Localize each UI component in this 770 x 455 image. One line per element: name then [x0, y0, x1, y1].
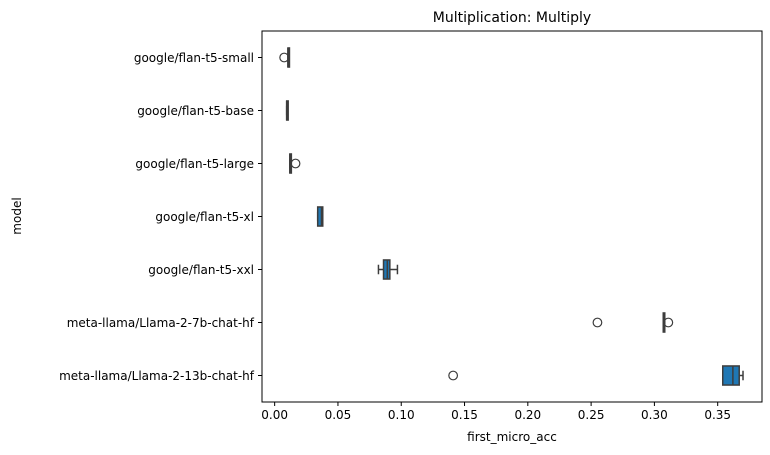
outlier-point	[663, 317, 674, 328]
x-tick-label: 0.00	[261, 408, 288, 422]
y-tick-label: google/flan-t5-base	[137, 104, 254, 118]
outlier-point	[279, 52, 290, 63]
x-tick-label: 0.30	[641, 408, 668, 422]
plot-frame	[261, 30, 763, 403]
x-tick-label: 0.20	[514, 408, 541, 422]
x-tick-label: 0.35	[704, 408, 731, 422]
chart-title: Multiplication: Multiply	[433, 10, 591, 26]
x-axis-label: first_micro_acc	[467, 430, 557, 444]
x-tick-label: 0.10	[388, 408, 415, 422]
y-axis-label: model	[10, 197, 24, 234]
box	[722, 365, 740, 386]
outlier-point	[448, 370, 459, 381]
x-tick-label: 0.25	[578, 408, 605, 422]
y-tick-label: google/flan-t5-xl	[155, 210, 254, 224]
plot-area: google/flan-t5-small google/flan-t5-base g…	[59, 30, 763, 422]
outlier-point	[592, 317, 603, 328]
y-tick-label: google/flan-t5-xxl	[148, 263, 254, 277]
y-tick-label: google/flan-t5-large	[135, 157, 254, 171]
y-tick-label: google/flan-t5-small	[134, 51, 254, 65]
y-tick-label: meta-llama/Llama-2-7b-chat-hf	[67, 316, 255, 330]
y-tick-label: meta-llama/Llama-2-13b-chat-hf	[59, 369, 255, 383]
x-tick-label: 0.05	[325, 408, 352, 422]
outlier-point	[290, 158, 301, 169]
box	[316, 206, 324, 227]
x-tick-label: 0.15	[451, 408, 478, 422]
